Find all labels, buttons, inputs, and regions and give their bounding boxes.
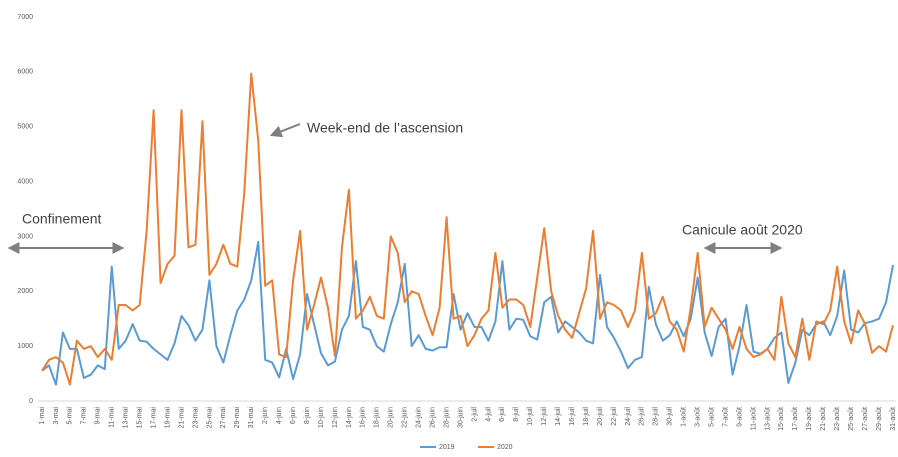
x-tick-label: 28-juil: [653, 407, 660, 426]
x-tick-label: 19-mai: [164, 407, 171, 429]
x-tick-label: 15-mai: [136, 407, 143, 429]
annotation: Canicule août 2020: [682, 222, 803, 238]
y-tick-label: 6000: [17, 69, 33, 76]
x-tick-label: 16-juil: [569, 407, 576, 426]
x-tick-label: 11-août: [750, 407, 757, 430]
x-tick-label: 3-août: [695, 407, 702, 427]
x-tick-label: 22-juin: [402, 407, 409, 428]
x-tick-label: 21-mai: [178, 407, 185, 429]
x-tick-label: 21-août: [820, 407, 827, 431]
x-tick-label: 18-juil: [583, 407, 590, 426]
x-tick-label: 20-juil: [597, 407, 604, 426]
x-tick-label: 10-juin: [318, 407, 325, 428]
x-tick-label: 25-mai: [206, 407, 213, 429]
x-tick-label: 23-août: [834, 407, 841, 431]
x-tick-label: 26-juil: [639, 407, 646, 426]
x-tick-label: 9-août: [736, 407, 743, 427]
x-tick-label: 10-juil: [527, 407, 534, 426]
x-tick-label: 5-août: [708, 407, 715, 427]
x-tick-label: 17-mai: [150, 407, 157, 429]
x-tick-label: 15-août: [778, 407, 785, 431]
x-tick-label: 24-juin: [416, 407, 423, 428]
x-tick-label: 14-juin: [346, 407, 353, 428]
x-tick-label: 18-juin: [374, 407, 381, 428]
x-tick-label: 6-juin: [290, 407, 297, 424]
x-tick-label: 29-mai: [234, 407, 241, 429]
x-tick-label: 12-juil: [541, 407, 548, 426]
x-tick-label: 8-juin: [304, 407, 311, 424]
line-series: [41, 240, 894, 386]
x-tick-label: 31-mai: [248, 407, 255, 429]
x-tick-label: 8-juil: [513, 407, 520, 422]
y-tick-label: 0: [29, 398, 33, 405]
x-tick-label: 1-août: [681, 407, 688, 427]
x-tick-label: 27-mai: [220, 407, 227, 429]
x-tick-label: 30-juin: [457, 407, 464, 428]
y-tick-label: 4000: [17, 178, 33, 185]
x-tick-label: 22-juil: [611, 407, 618, 426]
x-tick-label: 30-juil: [667, 407, 674, 426]
x-tick-label: 5-mai: [67, 407, 74, 425]
x-tick-label: 28-juin: [443, 407, 450, 428]
x-tick-label: 24-juil: [625, 407, 632, 426]
x-tick-label: 19-août: [806, 407, 813, 431]
x-tick-label: 29-août: [876, 407, 883, 431]
y-tick-label: 5000: [17, 124, 33, 131]
x-tick-label: 11-mai: [109, 407, 116, 428]
annotation: Week-end de l’ascension: [307, 120, 463, 136]
x-tick-label: 7-août: [722, 407, 729, 427]
x-tick-label: 25-août: [848, 407, 855, 431]
y-tick-label: 2000: [17, 288, 33, 295]
x-tick-label: 3-mai: [53, 407, 60, 425]
x-tick-label: 4-juin: [276, 407, 283, 424]
x-tick-label: 2-juin: [262, 407, 269, 424]
arrow: [269, 123, 301, 138]
x-tick-label: 23-mai: [192, 407, 199, 429]
x-tick-label: 31-août: [890, 407, 897, 431]
x-tick-label: 26-juin: [429, 407, 436, 428]
x-tick-label: 6-juil: [499, 407, 506, 422]
x-tick-label: 17-août: [792, 407, 799, 431]
legend-label: 2020: [497, 444, 513, 451]
x-tick-label: 13-mai: [123, 407, 130, 429]
x-tick-label: 16-juin: [360, 407, 367, 428]
x-tick-label: 12-juin: [332, 407, 339, 428]
line-series: [41, 72, 894, 386]
x-tick-label: 20-juin: [388, 407, 395, 428]
x-tick-label: 14-juil: [555, 407, 562, 426]
x-tick-label: 2-juil: [471, 407, 478, 422]
y-tick-label: 7000: [17, 14, 33, 21]
y-tick-label: 3000: [17, 233, 33, 240]
annotation: Confinement: [22, 211, 101, 227]
x-tick-label: 13-août: [764, 407, 771, 431]
x-tick-label: 27-août: [862, 407, 869, 431]
x-tick-label: 9-mai: [95, 407, 102, 425]
x-tick-label: 7-mai: [81, 407, 88, 425]
legend-label: 2019: [439, 444, 455, 451]
x-tick-label: 1-mai: [39, 407, 46, 425]
x-tick-label: 4-juil: [485, 407, 492, 422]
y-tick-label: 1000: [17, 343, 33, 350]
